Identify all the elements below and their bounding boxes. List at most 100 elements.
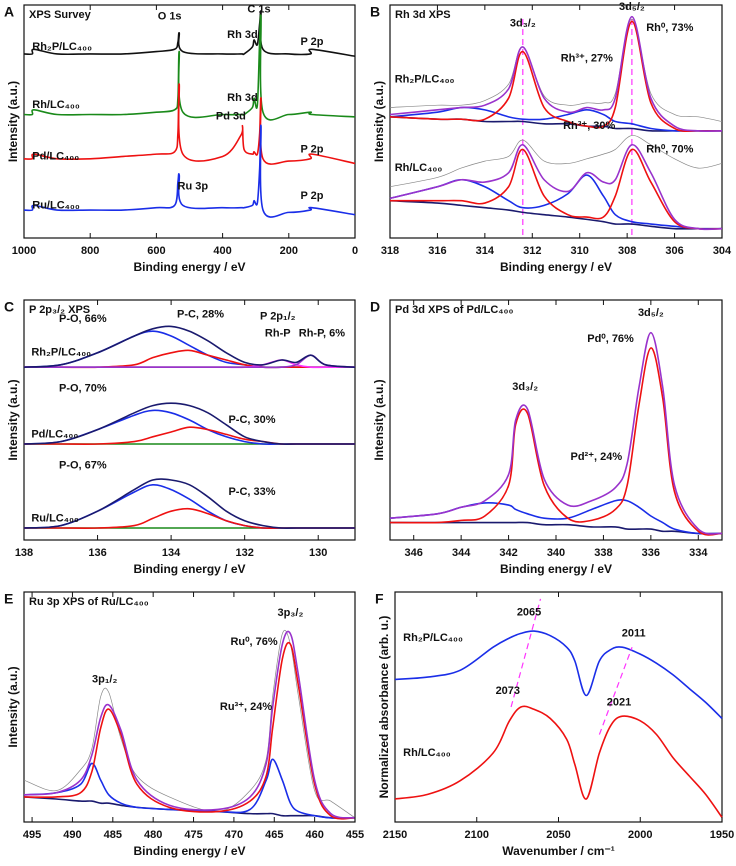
x-tick-label: 460	[305, 829, 323, 841]
annotation: Rh₂P/LC₄₀₀	[395, 73, 455, 85]
annotation: Rh/LC₄₀₀	[395, 162, 443, 174]
x-tick-label: 470	[225, 829, 243, 841]
x-tick-label: 0	[352, 245, 358, 257]
annotation: 3d₃/₂	[510, 18, 536, 30]
panel-title: Ru 3p XPS of Ru/LC₄₀₀	[29, 596, 149, 608]
y-axis-label: Intensity (a.u.)	[6, 81, 20, 162]
annotation: 2011	[622, 627, 646, 639]
y-axis-label: Intensity (a.u.)	[372, 379, 386, 460]
annotation: Rh/LC₄₀₀	[32, 99, 80, 111]
x-axis-label: Binding energy / eV	[500, 562, 612, 576]
panel-letter: B	[370, 4, 380, 20]
spectrum-line	[23, 14, 356, 121]
panel-title: P 2p₃/₂ XPS	[29, 304, 90, 316]
annotation: C 1s	[247, 4, 270, 16]
plot-frame	[389, 299, 723, 541]
x-tick-label: 800	[81, 245, 99, 257]
spectrum-line	[23, 402, 355, 445]
annotation: Rh⁰, 73%	[646, 22, 693, 34]
annotation: P-O, 67%	[59, 460, 107, 472]
x-tick-label: 306	[665, 245, 683, 257]
x-tick-label: 1950	[710, 829, 734, 841]
annotation: P-O, 70%	[59, 383, 107, 395]
spectrum-line	[389, 20, 723, 133]
x-tick-label: 200	[280, 245, 298, 257]
x-tick-label: 318	[381, 245, 399, 257]
x-tick-label: 314	[476, 245, 495, 257]
spectrum-line	[389, 15, 723, 132]
panel-letter: F	[375, 591, 384, 607]
spectrum-line	[394, 705, 723, 818]
spectrum-line	[389, 144, 723, 231]
x-tick-label: 342	[499, 547, 517, 559]
y-axis-label: Intensity (a.u.)	[6, 666, 20, 747]
x-tick-label: 132	[235, 547, 253, 559]
annotation: P-O, 66%	[59, 313, 107, 325]
spectrum-line	[394, 630, 723, 720]
annotation: Ru⁰, 76%	[230, 636, 277, 648]
x-tick-label: 134	[162, 547, 181, 559]
x-axis-label: Wavenumber / cm⁻¹	[502, 844, 615, 858]
annotation: P 2p	[300, 36, 323, 48]
x-axis-label: Binding energy / eV	[133, 562, 245, 576]
annotation: Ru 3p	[178, 181, 209, 193]
spectrum-line	[389, 148, 723, 230]
x-tick-label: 316	[428, 245, 446, 257]
panel-title: Pd 3d XPS of Pd/LC₄₀₀	[395, 304, 513, 316]
x-tick-label: 312	[523, 245, 541, 257]
x-tick-label: 308	[618, 245, 636, 257]
spectrum-line	[389, 135, 723, 188]
x-tick-label: 310	[571, 245, 589, 257]
annotation: P 2p	[300, 190, 323, 202]
spectrum-line	[389, 18, 723, 122]
annotation: Rh⁰, 70%	[646, 143, 693, 155]
x-tick-label: 475	[184, 829, 202, 841]
x-tick-label: 334	[689, 547, 708, 559]
x-tick-label: 485	[104, 829, 122, 841]
annotation: 3p₃/₂	[277, 607, 303, 619]
x-tick-label: 1000	[12, 245, 36, 257]
annotation: Rh 3d	[227, 92, 258, 104]
spectrum-line	[23, 478, 355, 529]
x-tick-label: 490	[63, 829, 81, 841]
plot-frame	[23, 299, 356, 541]
x-tick-label: 465	[265, 829, 283, 841]
x-tick-label: 455	[346, 829, 364, 841]
annotation: 3p₁/₂	[92, 674, 117, 686]
x-tick-label: 338	[594, 547, 612, 559]
x-tick-label: 304	[713, 245, 732, 257]
spectrum-line	[23, 124, 356, 218]
annotation: Rh₂P/LC₄₀₀	[32, 41, 92, 53]
annotation: Pd 3d	[216, 111, 246, 123]
annotation: P-C, 30%	[228, 414, 275, 426]
x-axis-label: Binding energy / eV	[500, 260, 612, 274]
x-tick-label: 600	[147, 245, 165, 257]
x-tick-label: 2000	[628, 829, 652, 841]
x-tick-label: 340	[547, 547, 565, 559]
panel-letter: C	[4, 299, 14, 315]
x-tick-label: 495	[23, 829, 41, 841]
spectrum-line	[23, 630, 356, 819]
annotation: 2021	[607, 696, 631, 708]
y-axis-label: Normalized absorbance (arb. u.)	[377, 616, 391, 799]
x-axis-label: Binding energy / eV	[133, 844, 245, 858]
annotation: Pd²⁺, 24%	[570, 451, 622, 463]
spectrum-line	[389, 199, 722, 230]
annotation: Rh-P	[265, 328, 291, 340]
annotation: Rh₂P/LC₄₀₀	[403, 632, 463, 644]
spectrum-line	[389, 498, 723, 535]
spectrum-line	[23, 83, 356, 165]
panel-letter: A	[4, 4, 14, 20]
y-axis-label: Intensity (a.u.)	[372, 81, 386, 162]
panel-title: Rh 3d XPS	[395, 9, 451, 21]
annotation: Rh³⁺, 30%	[563, 120, 615, 132]
spectrum-line	[23, 325, 356, 368]
annotation: Ru/LC₄₀₀	[32, 199, 80, 211]
x-tick-label: 480	[144, 829, 162, 841]
plot-frame	[23, 591, 356, 823]
spectrum-line	[23, 796, 356, 819]
y-axis-label: Intensity (a.u.)	[6, 379, 20, 460]
spectrum-line	[389, 174, 723, 230]
annotation: 3d₅/₂	[619, 1, 645, 13]
annotation: Rh-P, 6%	[299, 328, 345, 340]
